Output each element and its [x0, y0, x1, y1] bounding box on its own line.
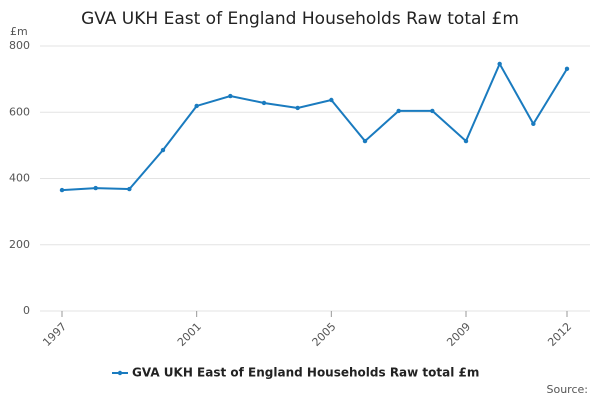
- data-point: [329, 97, 334, 103]
- data-point: [396, 108, 401, 114]
- data-line: [61, 61, 568, 192]
- y-tick-label: 800: [9, 39, 30, 52]
- data-point: [463, 138, 469, 144]
- y-axis-label: £m: [10, 25, 28, 38]
- data-point: [59, 187, 65, 193]
- x-tick-label: 2012: [545, 320, 574, 349]
- y-tick-label: 0: [23, 304, 30, 317]
- data-point: [531, 121, 536, 127]
- data-point: [564, 66, 570, 72]
- data-point: [430, 108, 435, 114]
- chart-title: GVA UKH East of England Households Raw t…: [81, 9, 519, 29]
- data-point: [194, 103, 199, 109]
- x-tick-label: 2001: [175, 320, 204, 349]
- data-point: [362, 138, 368, 144]
- legend-label: GVA UKH East of England Households Raw t…: [132, 366, 479, 380]
- source: Source:: [547, 383, 589, 396]
- y-tick-label: 400: [9, 172, 30, 185]
- y-tick-label: 600: [9, 105, 30, 118]
- data-point: [160, 147, 166, 153]
- x-tick-label: 2009: [444, 320, 473, 349]
- data-point: [127, 186, 132, 192]
- x-tick-label: 2005: [310, 320, 339, 349]
- x-tick-label: 1997: [40, 320, 69, 349]
- data-point: [497, 61, 502, 67]
- data-point: [93, 185, 98, 191]
- legend-marker: [117, 370, 123, 376]
- data-point: [295, 105, 300, 111]
- data-point: [228, 93, 233, 99]
- data-point: [261, 100, 267, 106]
- y-tick-label: 200: [9, 238, 30, 251]
